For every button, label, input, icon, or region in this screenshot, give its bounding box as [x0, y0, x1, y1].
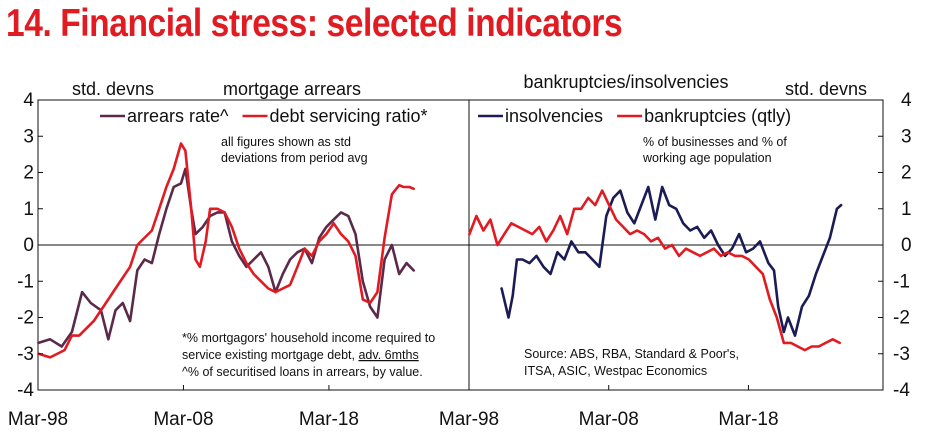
page-title: 14. Financial stress: selected indicator…: [6, 2, 623, 45]
right-panel-heading: bankruptcies/insolvencies: [523, 72, 728, 92]
left-panel-heading: mortgage arrears: [223, 79, 361, 99]
right-x-tick-label: Mar-08: [579, 409, 639, 430]
left-y-tick-label: -2: [17, 308, 34, 329]
right-y-tick-label: 0: [901, 235, 912, 256]
right-x-tick-label: Mar-98: [439, 409, 499, 430]
right-y-tick-label: -3: [893, 344, 910, 365]
right-y-tick-label: -1: [893, 271, 910, 292]
series-lines: [37, 142, 843, 359]
right-y-tick-label: 3: [901, 126, 912, 147]
left-annotation-top: all figures shown as std: [221, 135, 351, 149]
right-annotation-top: % of businesses and % of: [643, 135, 787, 149]
left-y-tick-label: 4: [23, 90, 34, 111]
right-y-tick-label: 1: [901, 199, 912, 220]
annotation-text: service existing mortgage debt,: [182, 348, 358, 362]
left-unit-label: std. devns: [72, 79, 154, 99]
axis-ticks: [37, 99, 883, 391]
right-y-tick-label: -4: [893, 380, 910, 401]
left-y-tick-label: -1: [17, 271, 34, 292]
right-series-bankruptcies-qtly: [468, 189, 842, 352]
left-series-arrears-rate: [37, 167, 416, 348]
left-y-tick-label: 3: [23, 126, 34, 147]
left-x-tick-label: Mar-08: [153, 409, 213, 430]
right-annotation-top: working age population: [642, 151, 772, 165]
left-annotation-top: deviations from period avg: [221, 151, 368, 165]
right-y-tick-label: 4: [901, 90, 912, 111]
left-x-tick-label: Mar-18: [299, 409, 359, 430]
right-annotation-bottom: Source: ABS, RBA, Standard & Poor's,: [524, 347, 739, 361]
left-annotation-bottom: ^% of securitised loans in arrears, by v…: [182, 365, 423, 379]
annotation-underlined-text: adv. 6mths: [358, 348, 418, 362]
left-x-tick-label: Mar-98: [8, 409, 68, 430]
right-y-tick-label: 2: [901, 163, 912, 184]
left-legend-label-arrears-rate: arrears rate^: [127, 106, 229, 126]
right-annotation-bottom: ITSA, ASIC, Westpac Economics: [524, 364, 707, 378]
left-legend-label-debt-servicing-ratio: debt servicing ratio*: [269, 106, 427, 126]
right-x-tick-label: Mar-18: [718, 409, 778, 430]
right-legend-label-insolvencies: insolvencies: [505, 106, 603, 126]
left-annotation-bottom: service existing mortgage debt, adv. 6mt…: [182, 348, 419, 362]
left-y-tick-label: -3: [17, 344, 34, 365]
chart-text: 4 3 2 1 0 -1 -2 -3 -4 Mar-98 Mar-08 Mar-18 std. devn…: [8, 72, 912, 430]
right-y-tick-label: -2: [893, 308, 910, 329]
left-series-debt-servicing-ratio: [37, 142, 416, 359]
right-legend-label-bankruptcies-qtly: bankruptcies (qtly): [644, 106, 791, 126]
right-series-insolvencies: [500, 185, 843, 337]
left-annotation-bottom: *% mortgagors' household income required…: [182, 331, 435, 345]
left-y-tick-label: 2: [23, 163, 34, 184]
left-y-tick-label: 0: [23, 235, 34, 256]
left-y-tick-label: -4: [17, 380, 34, 401]
right-unit-label: std. devns: [785, 79, 867, 99]
left-y-tick-label: 1: [23, 199, 34, 220]
